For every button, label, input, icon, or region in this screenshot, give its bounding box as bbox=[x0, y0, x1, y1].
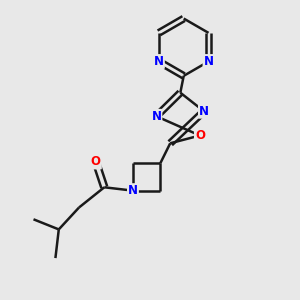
Text: O: O bbox=[195, 129, 205, 142]
Text: N: N bbox=[199, 105, 209, 118]
Text: N: N bbox=[152, 110, 161, 123]
Text: N: N bbox=[128, 184, 138, 197]
Text: N: N bbox=[154, 55, 164, 68]
Text: O: O bbox=[91, 155, 101, 169]
Text: N: N bbox=[203, 55, 214, 68]
